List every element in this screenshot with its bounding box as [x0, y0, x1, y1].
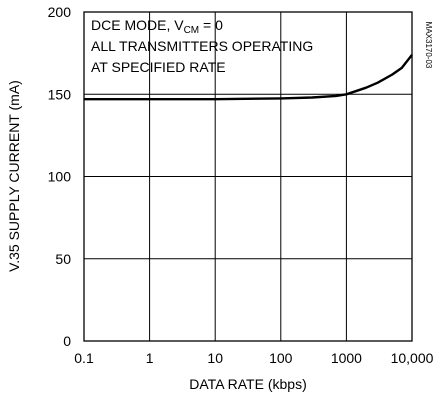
y-tick-label: 50: [55, 251, 71, 267]
annotation-line-2: ALL TRANSMITTERS OPERATING: [91, 38, 313, 54]
part-number: MAX3170-03: [424, 22, 433, 69]
x-tick-label: 10: [207, 350, 223, 366]
grid: [84, 12, 412, 341]
x-tick-label: 10,000: [391, 350, 434, 366]
annotation-line-3: AT SPECIFIED RATE: [91, 59, 226, 75]
y-tick-labels: 0 50 100 150 200: [48, 4, 72, 349]
y-tick-label: 100: [48, 169, 72, 185]
x-axis-label: DATA RATE (kbps): [189, 376, 306, 392]
y-tick-label: 0: [63, 333, 71, 349]
y-tick-label: 150: [48, 86, 72, 102]
x-tick-label: 1: [146, 350, 154, 366]
series-line: [84, 54, 413, 101]
x-tick-label: 1000: [331, 350, 362, 366]
x-tick-label: 100: [269, 350, 293, 366]
y-tick-label: 200: [48, 4, 72, 20]
x-tick-label: 0.1: [74, 350, 94, 366]
x-tick-labels: 0.1 1 10 100 1000 10,000: [74, 350, 433, 366]
annotation: DCE MODE, VCM = 0 ALL TRANSMITTERS OPERA…: [91, 17, 313, 75]
series-layer: [84, 54, 413, 101]
y-axis-label: V.35 SUPPLY CURRENT (mA): [6, 80, 22, 272]
plot-frame: [83, 11, 413, 342]
annotation-line-1: DCE MODE, VCM = 0: [91, 17, 223, 36]
